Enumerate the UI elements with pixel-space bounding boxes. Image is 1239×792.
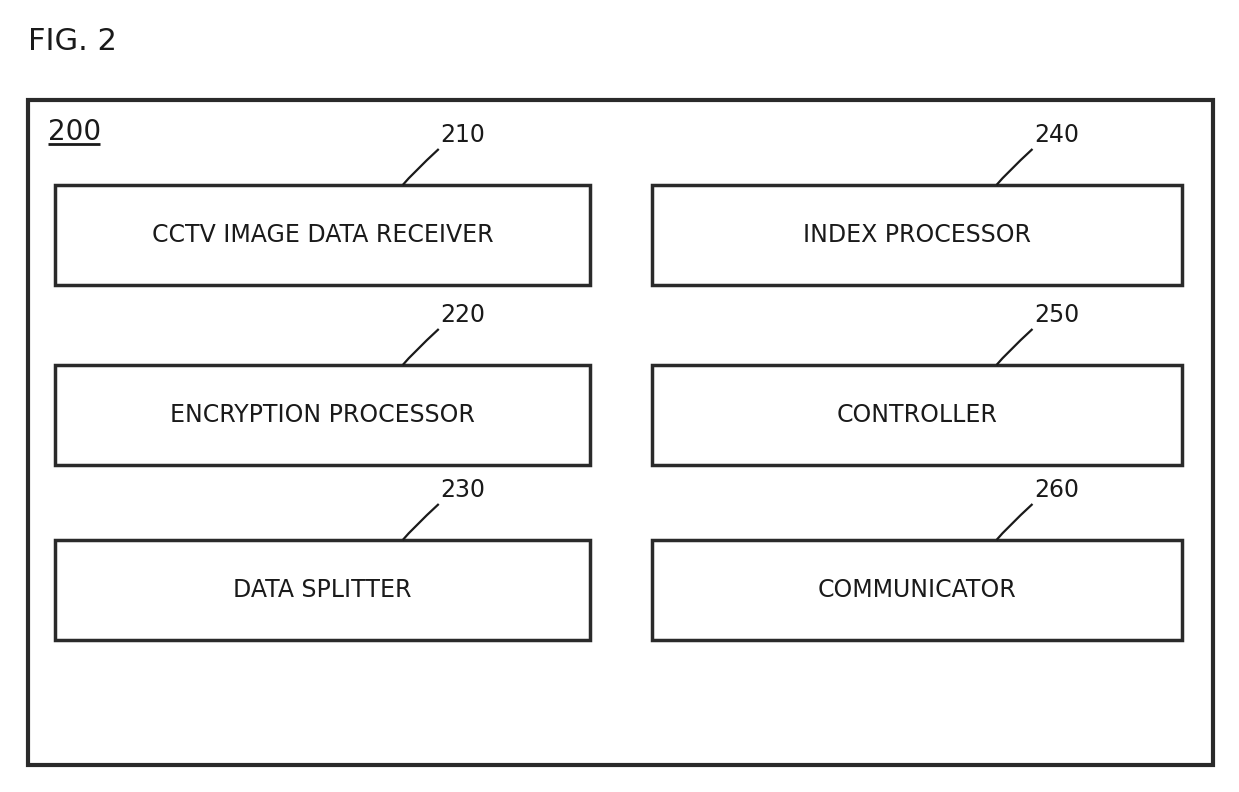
Text: COMMUNICATOR: COMMUNICATOR (818, 578, 1016, 602)
Text: 220: 220 (441, 303, 486, 327)
Text: 230: 230 (441, 478, 486, 502)
Text: FIG. 2: FIG. 2 (28, 28, 116, 56)
Text: 240: 240 (1035, 123, 1079, 147)
Text: 200: 200 (48, 118, 102, 146)
Text: ENCRYPTION PROCESSOR: ENCRYPTION PROCESSOR (170, 403, 475, 427)
Text: CCTV IMAGE DATA RECEIVER: CCTV IMAGE DATA RECEIVER (151, 223, 493, 247)
Bar (55, 365, 590, 465)
Bar (55, 185, 590, 285)
Bar (55, 540, 590, 640)
Text: 210: 210 (441, 123, 486, 147)
Text: INDEX PROCESSOR: INDEX PROCESSOR (803, 223, 1031, 247)
Text: DATA SPLITTER: DATA SPLITTER (233, 578, 411, 602)
Bar (652, 185, 1182, 285)
Bar (28, 100, 1213, 765)
Text: 250: 250 (1035, 303, 1079, 327)
Bar (652, 540, 1182, 640)
Bar (652, 365, 1182, 465)
Text: CONTROLLER: CONTROLLER (836, 403, 997, 427)
Text: 260: 260 (1035, 478, 1079, 502)
